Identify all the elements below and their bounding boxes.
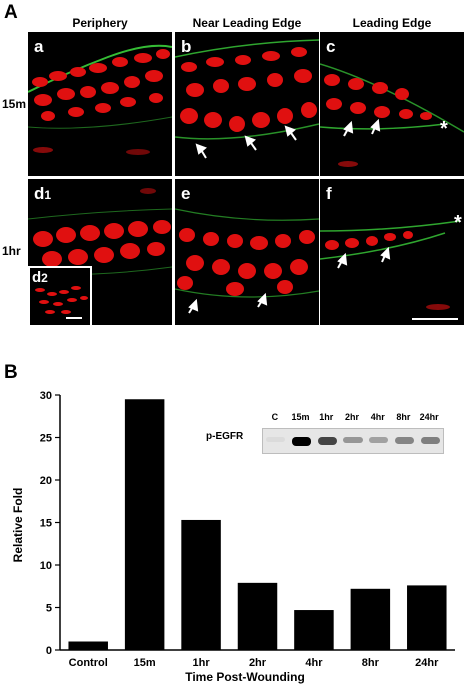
column-header-leading-edge: Leading Edge xyxy=(352,16,432,30)
arrow-group-e xyxy=(188,292,268,314)
panel-b-letter: B xyxy=(4,362,18,383)
sub-label-d2-main: d xyxy=(32,269,42,286)
blot-bands xyxy=(263,429,443,453)
sub-label-d1-main: d xyxy=(34,184,45,203)
x-tick-label: Control xyxy=(69,657,108,669)
row-header-1hr: 1hr xyxy=(2,244,21,258)
blot-strip xyxy=(262,428,444,454)
y-axis-title: Relative Fold xyxy=(11,488,25,563)
micrograph-e-image xyxy=(175,179,319,325)
sub-label-f: f xyxy=(326,184,332,203)
blot-lane-label: C xyxy=(271,412,279,422)
sub-label-b: b xyxy=(181,37,192,56)
micrograph-c: c * xyxy=(320,32,464,176)
micrograph-e: e xyxy=(175,179,319,325)
blot-band xyxy=(266,437,286,443)
x-axis-title: Time Post-Wounding xyxy=(185,670,305,684)
inset-d2: d2 xyxy=(28,266,92,325)
column-header-periphery: Periphery xyxy=(72,16,128,30)
micrograph-f-image xyxy=(320,179,464,325)
micrograph-d1: d1 d2 xyxy=(28,179,172,325)
y-tick-label: 20 xyxy=(40,475,52,487)
inset-d2-image xyxy=(30,268,90,325)
sub-label-a: a xyxy=(34,37,44,56)
micrograph-a: a xyxy=(28,32,172,176)
x-tick-label: 1hr xyxy=(193,657,211,669)
leading-edge-asterisk-c: * xyxy=(440,118,448,140)
micrograph-b: b xyxy=(175,32,319,176)
x-tick-label: 8hr xyxy=(362,657,380,669)
bar-15m xyxy=(124,399,165,650)
blot-lane-labels: C 15m 1hr 2hr 4hr 8hr 24hr xyxy=(262,412,452,426)
bar-8hr xyxy=(350,588,391,650)
sub-label-d1-index: 1 xyxy=(44,188,52,202)
bar-control xyxy=(68,641,108,650)
sub-label-d2-index: 2 xyxy=(41,271,48,285)
blot-lane-label: 1hr xyxy=(319,412,334,422)
x-tick-label: 4hr xyxy=(305,657,323,669)
sub-label-e: e xyxy=(181,184,191,203)
blot-lane-label: 2hr xyxy=(344,412,359,422)
bar-2hr xyxy=(237,582,278,650)
arrow-group-f xyxy=(337,246,391,269)
bar-chart: 0 5 10 15 20 25 30 Control 15m 1hr 2hr 4hr 8hr 24hr R… xyxy=(11,390,455,684)
row-header-15m: 15m xyxy=(2,97,27,111)
blot-row-label: p-EGFR xyxy=(206,431,244,442)
blot-band xyxy=(343,437,363,444)
column-header-near-leading-edge: Near Leading Edge xyxy=(192,16,302,30)
x-tick-label: 24hr xyxy=(415,657,439,669)
bar-4hr xyxy=(294,610,334,650)
blot-band xyxy=(420,437,440,444)
blot-lane-label: 24hr xyxy=(419,412,439,422)
arrow-group-b xyxy=(195,125,297,159)
blot-band xyxy=(394,437,415,444)
micrograph-c-image xyxy=(320,32,464,176)
y-tick-label: 30 xyxy=(40,390,52,402)
blot-lane-label: 4hr xyxy=(370,412,385,422)
sub-label-c: c xyxy=(326,37,336,56)
blot-band xyxy=(291,437,312,446)
x-tick-label: 2hr xyxy=(249,657,267,669)
blot-lane-label: 15m xyxy=(291,412,310,422)
blot-band xyxy=(317,437,337,445)
y-tick-label: 25 xyxy=(40,433,52,445)
y-tick-label: 0 xyxy=(46,645,52,657)
bar-1hr xyxy=(181,519,221,650)
y-tick-label: 15 xyxy=(40,518,52,530)
blot-band xyxy=(369,437,389,444)
y-tick-label: 5 xyxy=(46,603,52,615)
blot-lane-label: 8hr xyxy=(396,412,411,422)
arrow-icon-head xyxy=(195,143,207,155)
chart-ticks: 0 5 10 15 20 25 30 Control 15m 1hr 2hr 4hr 8hr 24hr xyxy=(40,390,439,669)
western-blot-inset: C 15m 1hr 2hr 4hr 8hr 24hr xyxy=(262,410,452,460)
micrograph-f: f * xyxy=(320,179,464,325)
sub-label-d1: d1 xyxy=(34,184,51,204)
arrow-group-c xyxy=(343,118,381,137)
y-tick-label: 10 xyxy=(40,560,52,572)
chart-bars xyxy=(68,399,447,650)
leading-edge-asterisk-f: * xyxy=(454,212,462,234)
panel-a-letter: A xyxy=(4,2,18,23)
sub-label-d2: d2 xyxy=(32,269,48,286)
x-tick-label: 15m xyxy=(134,657,156,669)
bar-24hr xyxy=(407,585,447,650)
micrograph-a-image xyxy=(28,32,172,176)
